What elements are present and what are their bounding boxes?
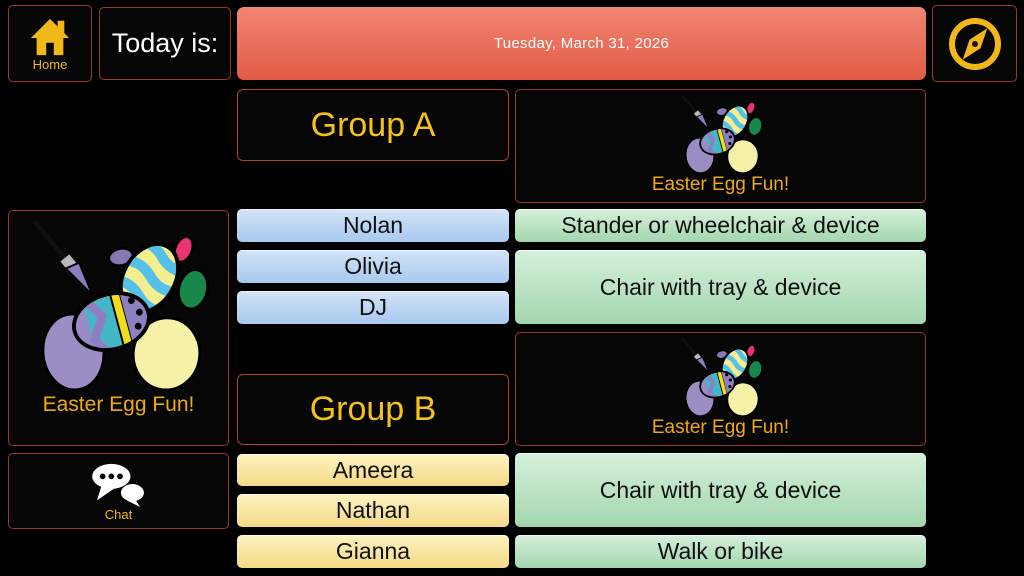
date-banner[interactable]: Tuesday, March 31, 2026 — [237, 7, 926, 80]
group-b-header: Group B — [237, 374, 509, 445]
activity-tile-group-a[interactable]: Easter Egg Fun! — [515, 89, 926, 203]
date-text: Tuesday, March 31, 2026 — [493, 35, 670, 52]
home-label: Home — [32, 57, 68, 72]
home-button[interactable]: Home — [8, 5, 92, 82]
activity-tile-left[interactable]: Easter Egg Fun! — [8, 210, 229, 446]
easter-eggs-image — [24, 219, 214, 390]
group-b-title: Group B — [309, 390, 437, 428]
group-a-title: Group A — [310, 105, 436, 144]
easter-eggs-image — [671, 94, 771, 173]
student-button-ameera[interactable]: Ameera — [237, 454, 509, 486]
chat-button[interactable]: Chat — [8, 453, 229, 529]
option-button-chair-with-tray-device-b[interactable]: Chair with tray & device — [515, 453, 926, 527]
student-button-gianna[interactable]: Gianna — [237, 535, 509, 568]
student-button-nolan[interactable]: Nolan — [237, 209, 509, 242]
today-label: Today is: — [111, 28, 219, 58]
compass-icon — [948, 17, 1001, 70]
today-label-tile: Today is: — [99, 7, 231, 80]
option-button-walk-or-bike[interactable]: Walk or bike — [515, 535, 926, 568]
group-a-header: Group A — [237, 89, 509, 161]
home-icon — [30, 18, 70, 56]
compass-button[interactable] — [932, 5, 1017, 82]
option-button-stander-or-wheelchair-device[interactable]: Stander or wheelchair & device — [515, 209, 926, 242]
student-button-dj[interactable]: DJ — [237, 291, 509, 324]
chat-label: Chat — [104, 506, 133, 522]
activity-caption-group-b: Easter Egg Fun! — [651, 417, 790, 438]
activity-caption-left: Easter Egg Fun! — [42, 393, 195, 416]
activity-caption-group-a: Easter Egg Fun! — [651, 174, 790, 195]
student-button-nathan[interactable]: Nathan — [237, 494, 509, 527]
option-button-chair-with-tray-device-a[interactable]: Chair with tray & device — [515, 250, 926, 324]
chat-icon — [91, 463, 144, 507]
student-button-olivia[interactable]: Olivia — [237, 250, 509, 283]
easter-eggs-image — [671, 337, 771, 416]
activity-tile-group-b[interactable]: Easter Egg Fun! — [515, 332, 926, 446]
